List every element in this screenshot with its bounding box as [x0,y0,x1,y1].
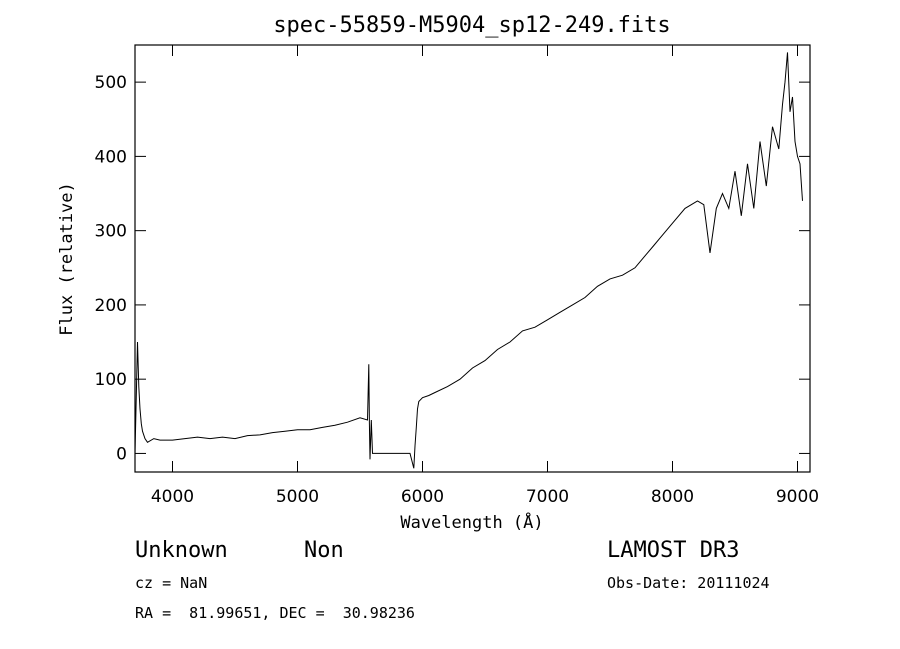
y-tick-label: 400 [95,147,127,167]
survey-name: LAMOST DR3 [607,538,740,563]
x-tick-label: 8000 [651,487,694,507]
y-tick-label: 0 [116,444,127,464]
obs-date: Obs-Date: 20111024 [607,574,770,592]
x-axis-label: Wavelength (Å) [400,511,543,533]
x-tick-label: 6000 [401,487,444,507]
plot-frame [134,44,811,473]
y-axis-ticks: 0 100 200 300 400 500 [95,73,810,464]
y-tick-label: 300 [95,222,127,242]
x-tick-label: 5000 [276,487,319,507]
redshift-cz: cz = NaN [135,574,208,592]
x-axis-ticks: 4000 5000 6000 7000 8000 9000 [151,45,819,507]
x-tick-label: 4000 [151,487,194,507]
y-tick-label: 500 [95,73,127,93]
y-tick-label: 100 [95,370,127,390]
spectrum-chart: spec-55859-M5904_sp12-249.fits 4000 5000 6… [57,13,819,533]
object-subclass: Non [304,538,344,563]
coordinates: RA = 81.99651, DEC = 30.98236 [135,604,415,622]
y-axis-label: Flux (relative) [57,182,77,336]
spectrum-line [134,52,803,469]
x-tick-label: 7000 [526,487,569,507]
x-tick-label: 9000 [776,487,819,507]
chart-title: spec-55859-M5904_sp12-249.fits [273,13,670,38]
object-class: Unknown [135,538,228,563]
y-tick-label: 200 [95,296,127,316]
